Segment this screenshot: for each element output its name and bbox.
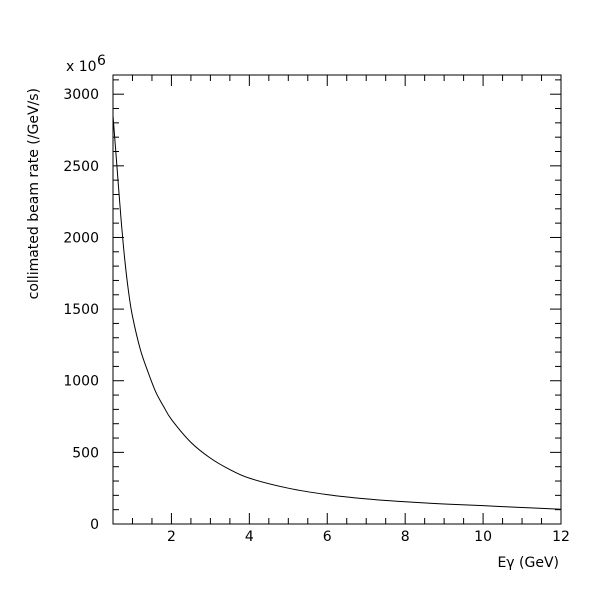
x-axis-tick-labels: 2 4 6 8 10 12 <box>167 529 570 545</box>
x-axis-title: Eγ (GeV) <box>497 555 559 571</box>
y-tick-label: 1500 <box>63 302 99 318</box>
x-tick-label: 8 <box>401 529 410 545</box>
y-multiplier-exponent: 6 <box>97 53 106 69</box>
x-tick-label: 10 <box>474 529 492 545</box>
y-axis-ticks <box>113 79 561 525</box>
y-tick-label: 1000 <box>63 374 99 390</box>
x-tick-label: 4 <box>245 529 254 545</box>
x-tick-label: 2 <box>167 529 176 545</box>
y-multiplier-label: x 10 <box>66 59 97 75</box>
y-tick-label: 2500 <box>63 159 99 175</box>
y-tick-label: 2000 <box>63 230 99 246</box>
x-tick-label: 6 <box>323 529 332 545</box>
plot-frame <box>112 74 562 525</box>
y-tick-label: 3000 <box>63 87 99 103</box>
y-tick-label: 0 <box>90 517 99 533</box>
x-axis-ticks <box>131 75 562 524</box>
y-tick-label: 500 <box>72 445 99 461</box>
y-axis-tick-labels: 0 500 1000 1500 2000 2500 3000 <box>63 87 99 533</box>
series-line <box>112 115 562 510</box>
x-tick-label: 12 <box>552 529 570 545</box>
y-axis-title: collimated beam rate (/GeV/s) <box>26 88 42 299</box>
